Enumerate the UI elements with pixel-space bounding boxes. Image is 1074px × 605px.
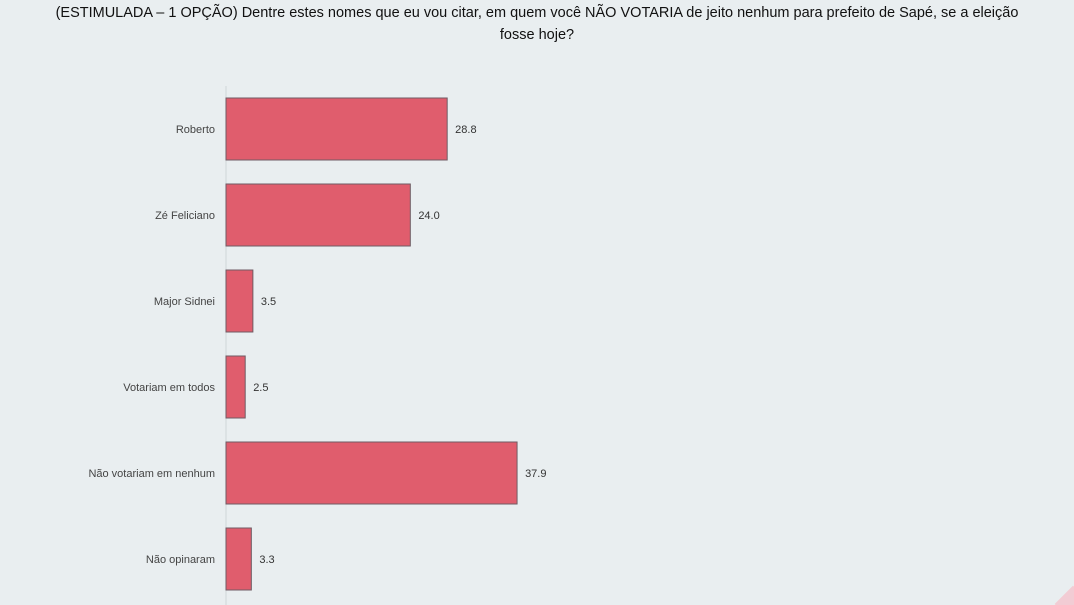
value-label: 28.8 — [455, 124, 476, 136]
bar-4 — [225, 441, 518, 505]
bar-1 — [225, 183, 411, 247]
bar-5 — [225, 527, 252, 591]
value-label: 24.0 — [418, 210, 439, 222]
category-label: Roberto — [176, 124, 215, 136]
value-label: 2.5 — [253, 382, 268, 394]
bar-0 — [225, 97, 448, 161]
value-label: 37.9 — [525, 468, 546, 480]
category-label: Não votariam em nenhum — [88, 468, 215, 480]
bar-3 — [225, 355, 246, 419]
value-label: 3.5 — [261, 296, 276, 308]
category-label: Zé Feliciano — [155, 210, 215, 222]
bar-2 — [225, 269, 254, 333]
category-label: Votariam em todos — [123, 382, 215, 394]
value-label: 3.3 — [259, 554, 274, 566]
category-label: Major Sidnei — [154, 296, 215, 308]
category-label: Não opinaram — [146, 554, 215, 566]
question-title: (ESTIMULADA – 1 OPÇÃO) Dentre estes nome… — [55, 5, 1019, 43]
